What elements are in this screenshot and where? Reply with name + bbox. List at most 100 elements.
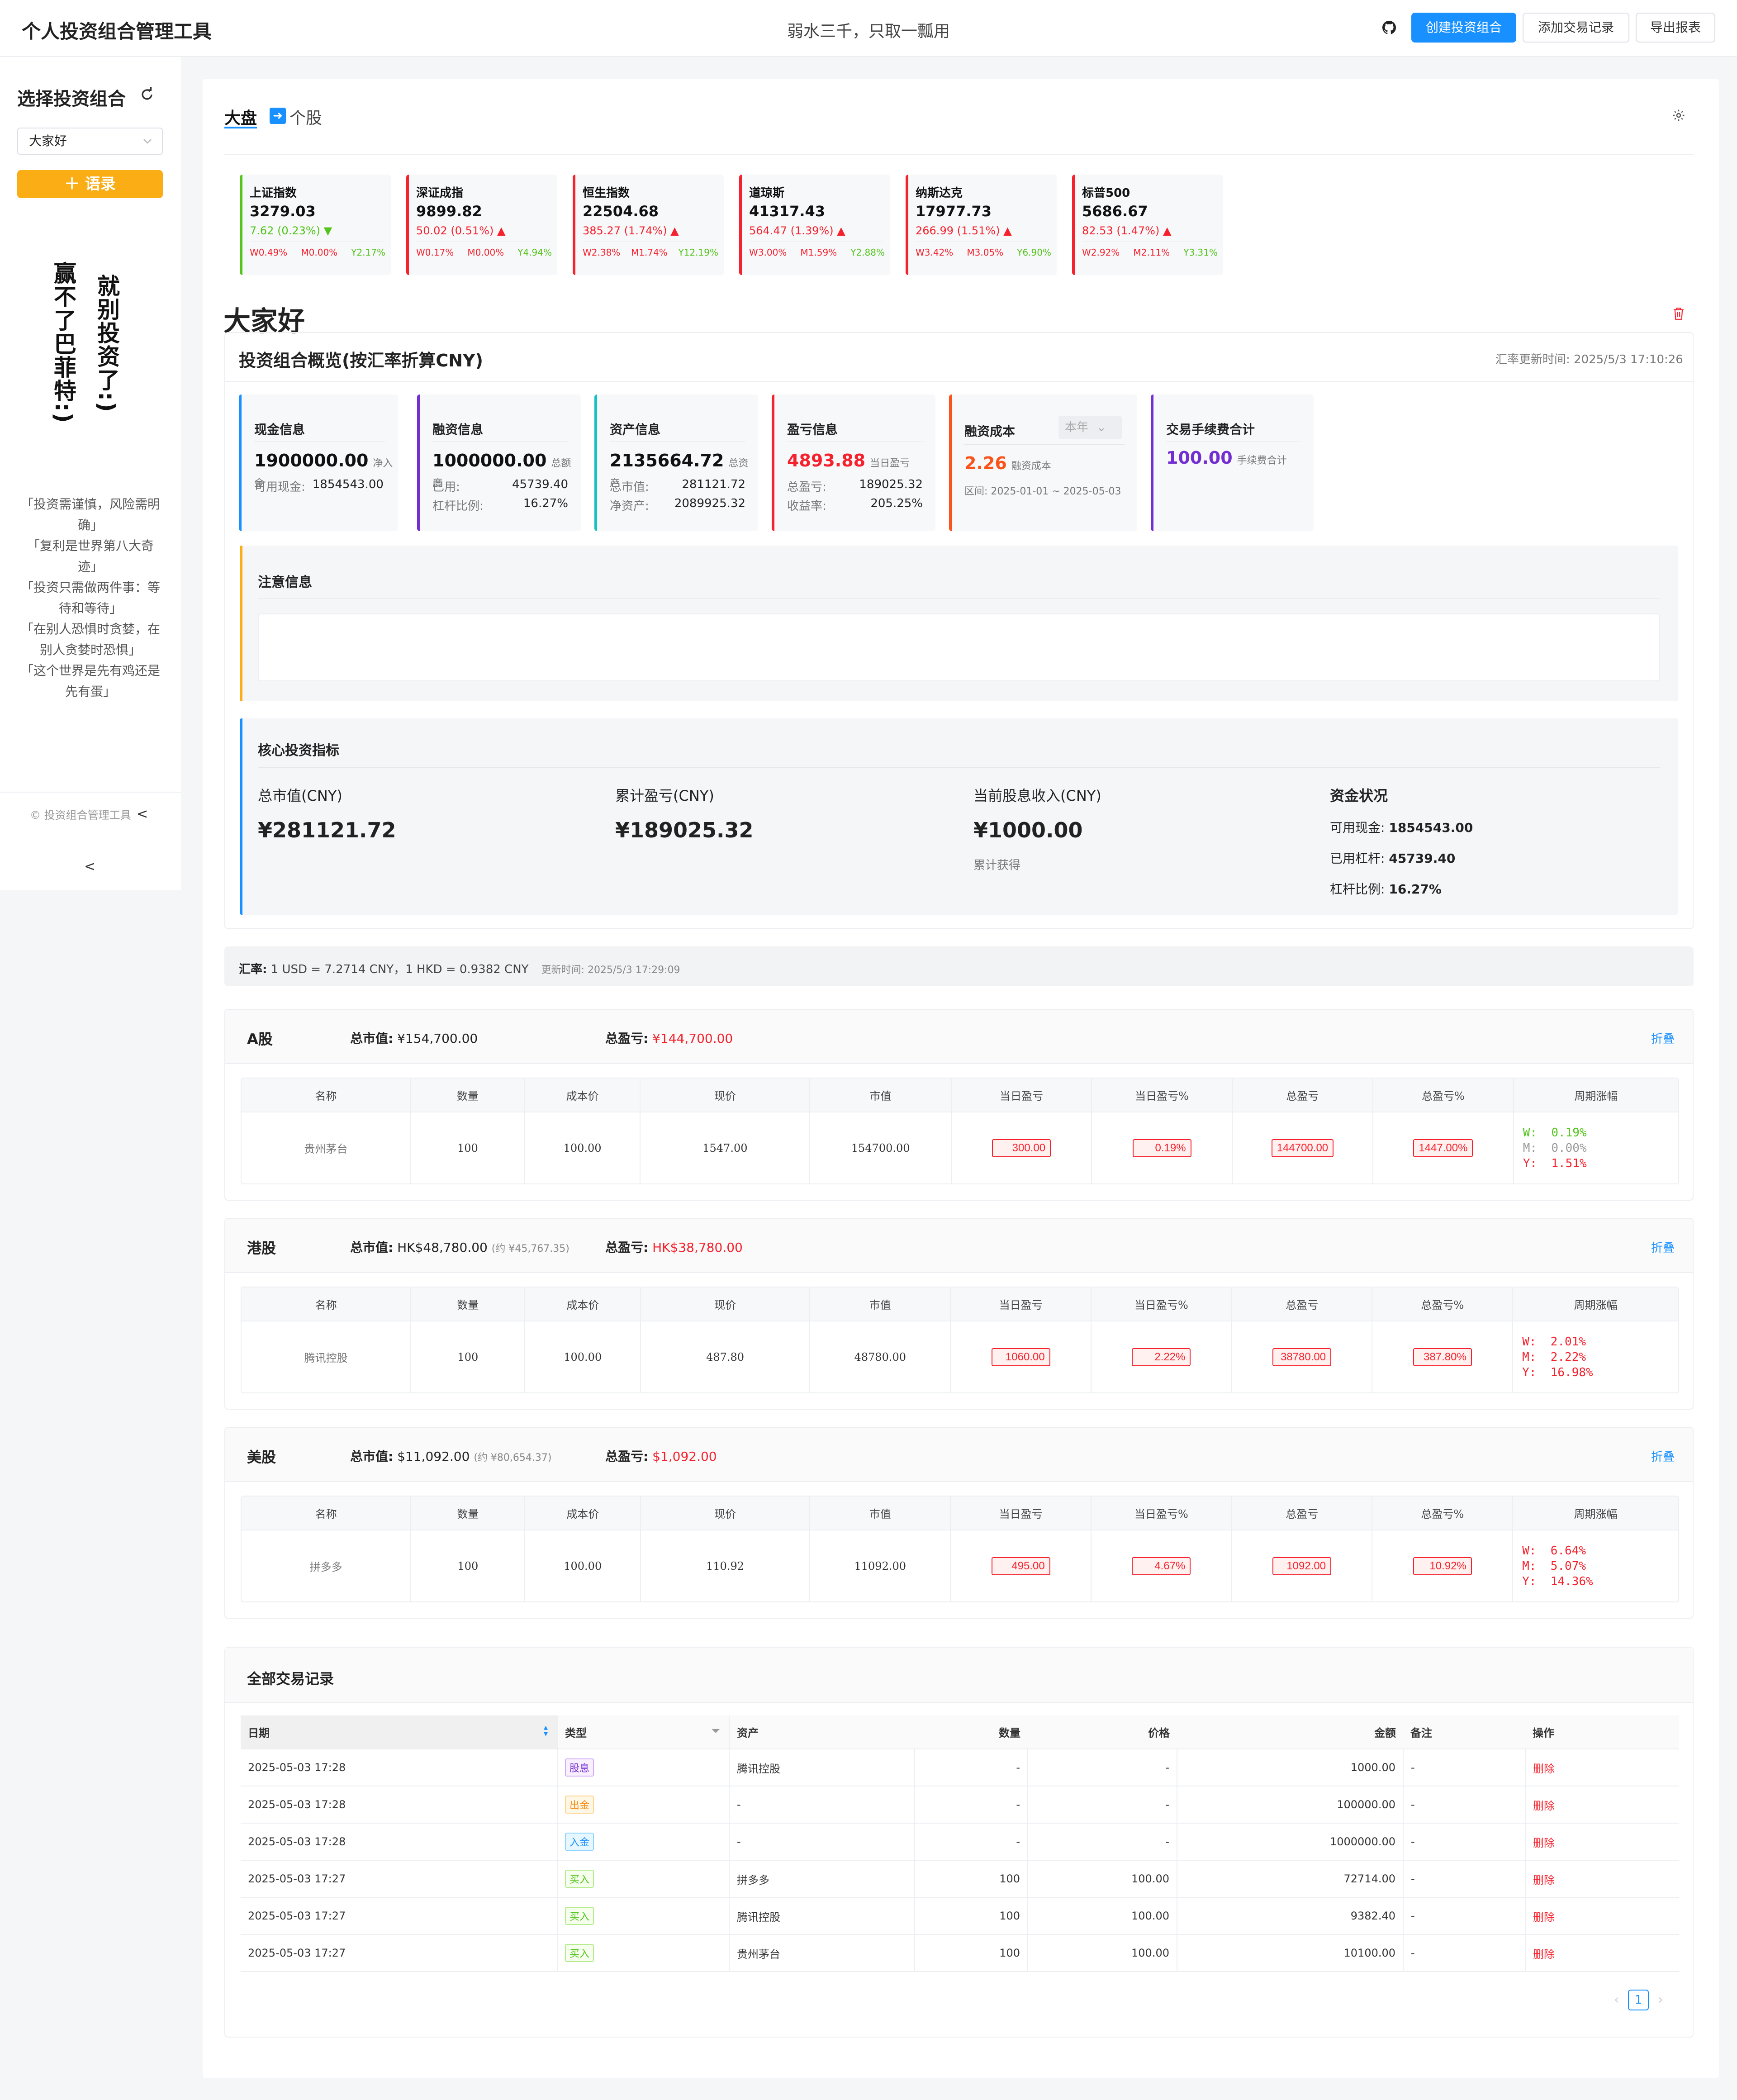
index-year: Y2.17% (351, 247, 385, 258)
index-card: 恒生指数 22504.68 385.27 (1.74%) ▲ W2.38% M1.74%… (573, 175, 724, 275)
fold-button[interactable]: 折叠 (1651, 1241, 1675, 1255)
tx-asset: - (729, 1786, 915, 1824)
holding-name: 腾讯控股 (242, 1321, 412, 1392)
tx-asset: - (729, 1823, 915, 1861)
index-year: Y12.19% (678, 247, 718, 258)
holding-qty: 100 (410, 1112, 525, 1183)
page-number[interactable]: 1 (1628, 1990, 1649, 2010)
financing-cost-card: 融资成本 本年 ⌄ 2.26 融资成本 区间: 2025-01-01 ~ 2025-… (949, 394, 1137, 531)
app-title: 个人投资组合管理工具 (22, 20, 212, 43)
github-icon[interactable] (1382, 21, 1396, 34)
tx-date: 2025-05-03 17:27 (241, 1897, 558, 1935)
delete-button[interactable]: 删除 (1533, 1762, 1555, 1775)
core-divider (258, 767, 1660, 768)
delete-button[interactable]: 删除 (1533, 1836, 1555, 1849)
assets-title: 资产信息 (610, 422, 661, 437)
table-row: 2025-05-03 17:27 买入 拼多多 100 100.00 72714.00- 删… (241, 1860, 1679, 1898)
index-month: M2.11% (1133, 247, 1170, 258)
fund-cash-label: 可用现金: (1330, 820, 1385, 835)
col-header: 当日盈亏% (1092, 1079, 1233, 1112)
col-header: 数量 (410, 1079, 525, 1112)
col-header: 成本价 (524, 1079, 641, 1112)
market-section: 港股 总市值: HK$48,780.00 (约 ¥45,767.35) 总盈亏: H… (224, 1218, 1694, 1410)
tx-price: 100.00 (1028, 1897, 1177, 1935)
next-page-icon[interactable]: › (1658, 1992, 1663, 2007)
rate-label: 汇率: (239, 963, 267, 976)
fee-unit: 手续费合计 (1237, 455, 1287, 466)
chevron-left-icon[interactable]: < (137, 806, 148, 822)
transactions-panel: 全部交易记录 日期 ▴ ▾ 类型 ⏷ 资产 数量 价格 金额 备注 操作 2025-0… (224, 1647, 1694, 2038)
tx-price: - (1028, 1749, 1177, 1786)
market-section: 美股 总市值: $11,092.00 (约 ¥80,654.37) 总盈亏: $1,… (224, 1427, 1694, 1619)
daily-pl-pct-tag: 0.19% (1132, 1139, 1191, 1157)
fold-button[interactable]: 折叠 (1651, 1032, 1675, 1046)
total-pl-pct-tag: 387.80% (1413, 1348, 1472, 1366)
holding-qty: 100 (411, 1530, 526, 1601)
market-total-value: HK$48,780.00 (397, 1240, 488, 1255)
col-header: 总盈亏% (1372, 1288, 1514, 1321)
year-change: Y: 1.51% (1523, 1156, 1587, 1170)
tabs-divider (224, 154, 1694, 155)
sidebar-collapse-icon[interactable]: < (84, 859, 96, 874)
financing-cost-title: 融资成本 (964, 424, 1016, 439)
delete-button[interactable]: 删除 (1533, 1873, 1555, 1886)
tab-active-indicator (224, 127, 257, 128)
market-header: 美股 总市值: $11,092.00 (约 ¥80,654.37) 总盈亏: $1,… (225, 1428, 1693, 1482)
col-header: 市值 (810, 1079, 952, 1112)
tab-stock[interactable]: 个股 (290, 109, 323, 128)
delete-button[interactable]: 删除 (1533, 1948, 1555, 1961)
market-pl-label: 总盈亏: (605, 1240, 649, 1255)
prev-page-icon[interactable]: ‹ (1614, 1992, 1619, 2007)
tx-price: - (1028, 1786, 1177, 1824)
holding-price: 487.80 (641, 1321, 811, 1392)
portfolio-select[interactable]: 大家好 (17, 128, 163, 155)
col-price: 价格 (1028, 1715, 1177, 1749)
col-type[interactable]: 类型 ⏷ (557, 1715, 730, 1749)
daily-pl-tag: 300.00 (992, 1139, 1051, 1157)
overview-title: 投资组合概览(按汇率折算CNY) (239, 351, 483, 371)
table-row: 2025-05-03 17:28 出金 - - -100000.00- 删除 (241, 1786, 1679, 1824)
export-report-button[interactable]: 导出报表 (1636, 13, 1715, 43)
tab-market[interactable]: 大盘 (224, 109, 257, 128)
fold-button[interactable]: 折叠 (1651, 1450, 1675, 1464)
core-div-value: ¥1000.00 (973, 818, 1083, 842)
avail-cash-value: 1854543.00 (312, 478, 384, 491)
index-value: 5686.67 (1082, 203, 1148, 220)
delete-portfolio-icon[interactable] (1673, 307, 1685, 320)
col-date[interactable]: 日期 ▴ ▾ (241, 1715, 558, 1749)
tx-type-tag: 股息 (565, 1758, 594, 1777)
index-value: 9899.82 (416, 203, 482, 220)
market-header: A股 总市值: ¥154,700.00 总盈亏: ¥144,700.00 折叠 (225, 1010, 1693, 1064)
create-portfolio-button[interactable]: 创建投资组合 (1411, 13, 1516, 43)
tx-note: - (1403, 1786, 1526, 1824)
add-quote-button[interactable]: ＋ 语录 (17, 170, 163, 198)
tx-qty: - (915, 1749, 1028, 1786)
add-transaction-button[interactable]: 添加交易记录 (1523, 13, 1629, 43)
market-total-value: $11,092.00 (397, 1449, 470, 1464)
sort-icon[interactable]: ▴ ▾ (543, 1723, 548, 1739)
fund-cash-value: 1854543.00 (1389, 820, 1473, 835)
delete-button[interactable]: 删除 (1533, 1799, 1555, 1812)
holding-cost: 100.00 (525, 1530, 641, 1601)
col-header: 总盈亏 (1231, 1497, 1373, 1530)
col-header: 总盈亏% (1372, 1497, 1514, 1530)
tx-price: 100.00 (1028, 1860, 1177, 1898)
header-slogan: 弱水三千，只取一瓢用 (787, 22, 950, 41)
tx-asset: 拼多多 (729, 1860, 915, 1898)
cost-period-select[interactable]: 本年 ⌄ (1058, 416, 1122, 439)
filter-icon[interactable]: ⏷ (712, 1725, 720, 1737)
index-change: 82.53 (1.47%) (1082, 224, 1160, 237)
cost-period-value: 本年 (1065, 421, 1089, 434)
month-change: M: 2.22% (1522, 1350, 1586, 1364)
index-change: 7.62 (0.23%) (250, 224, 321, 237)
financing-cost-value: 2.26 (964, 453, 1007, 473)
refresh-icon[interactable] (139, 87, 155, 102)
col-op: 操作 (1525, 1715, 1679, 1749)
market-total-value: ¥154,700.00 (397, 1031, 478, 1046)
rate-update-time: 汇率更新时间: 2025/5/3 17:10:26 (1495, 353, 1683, 366)
gear-icon[interactable] (1672, 109, 1685, 122)
year-change: Y: 16.98% (1522, 1365, 1593, 1379)
tx-qty: 100 (915, 1860, 1028, 1898)
delete-button[interactable]: 删除 (1533, 1910, 1555, 1924)
index-value: 41317.43 (749, 203, 826, 220)
